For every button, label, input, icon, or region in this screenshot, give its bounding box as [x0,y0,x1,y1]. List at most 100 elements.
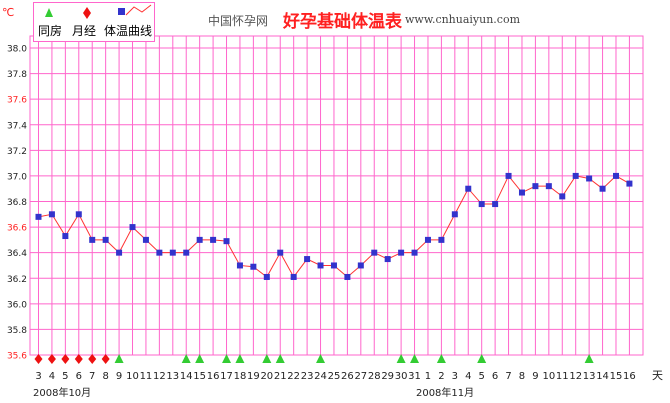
temperature-point [451,211,458,218]
temperature-point [518,189,525,196]
temperature-point [236,262,243,269]
legend-intercourse-icon [45,8,53,17]
x-tick-label: 4 [49,371,55,382]
x-tick-label: 27 [354,371,367,382]
intercourse-marker [410,354,420,363]
intercourse-marker [262,354,272,363]
intercourse-marker [235,354,245,363]
intercourse-marker [275,354,285,363]
temperature-point [599,185,606,192]
temperature-point [62,233,69,240]
legend-period-label: 月经 [72,24,97,38]
intercourse-marker [222,354,232,363]
intercourse-marker [181,354,191,363]
x-unit-label: 天 [652,369,663,382]
temperature-point [357,262,364,269]
intercourse-marker [114,354,124,363]
x-tick-label: 9 [116,371,122,382]
x-tick-label: 16 [623,371,636,382]
month-label-nov: 2008年11月 [416,386,474,399]
y-tick-label: 36.0 [7,300,27,310]
temperature-point [317,262,324,269]
x-tick-label: 31 [408,371,421,382]
temperature-point [169,249,176,256]
temperature-point [129,224,136,231]
temperature-point [250,263,257,270]
temperature-point [263,273,270,280]
legend-temp-label: 体温曲线 [104,24,153,38]
intercourse-marker [195,354,205,363]
temperature-point [612,172,619,179]
plot-frame [29,35,644,356]
temperature-point [559,193,566,200]
x-tick-label: 3 [452,371,458,382]
intercourse-marker [477,354,487,363]
x-tick-label: 7 [89,371,95,382]
temperature-point [75,211,82,218]
x-tick-label: 12 [153,371,166,382]
legend: 同房 月经 体温曲线 [33,2,155,42]
temperature-point [196,236,203,243]
x-tick-label: 12 [569,371,582,382]
period-marker [74,354,83,364]
x-tick-label: 25 [328,371,341,382]
x-tick-label: 14 [596,371,609,382]
temperature-point [398,249,405,256]
x-tick-label: 16 [207,371,220,382]
temperature-point [102,236,109,243]
temperature-point [384,256,391,263]
temperature-point [344,273,351,280]
x-tick-label: 4 [465,371,471,382]
temperature-point [330,262,337,269]
x-tick-label: 8 [519,371,525,382]
temperature-point [371,249,378,256]
day-markers [34,354,594,364]
grid-lines [29,35,644,356]
chart-title: 好孕基础体温表 [283,12,402,32]
x-tick-label: 29 [381,371,394,382]
temperature-point [156,249,163,256]
y-tick-label: 36.2 [7,275,27,285]
temperature-point [626,180,633,187]
x-tick-label: 22 [287,371,300,382]
temperature-point [304,256,311,263]
x-tick-label: 26 [341,371,354,382]
legend-temp-icon [118,8,125,15]
x-tick-label: 30 [395,371,408,382]
period-marker [61,354,70,364]
x-tick-label: 11 [140,371,153,382]
y-tick-label: 37.6 [7,96,27,106]
intercourse-marker [316,354,326,363]
x-tick-label: 14 [180,371,193,382]
period-marker [88,354,97,364]
site-name: 中国怀孕网 [208,14,269,28]
intercourse-marker [436,354,446,363]
temperature-point [438,236,445,243]
y-tick-label: 35.6 [7,352,27,362]
x-tick-label: 5 [479,371,485,382]
y-tick-label: 37.8 [7,70,27,80]
x-tick-label: 10 [542,371,555,382]
temperature-point [183,249,190,256]
period-marker [101,354,110,364]
axis-labels: 35.6 35.8 36.0 36.2 36.4 36.6 36.8 37.0 37.2 37.4… [2,6,663,399]
temperature-point [223,238,230,245]
x-tick-label: 20 [260,371,273,382]
legend-period-icon [83,7,91,19]
intercourse-marker [396,354,406,363]
temperature-point [48,211,55,218]
y-tick-label: 38.0 [7,45,27,55]
temperature-point [545,183,552,190]
intercourse-marker [584,354,594,363]
legend-temp-line-icon [125,4,152,16]
x-tick-label: 10 [126,371,139,382]
temperature-series [35,172,633,280]
temperature-point [142,236,149,243]
temperature-point [411,249,418,256]
x-tick-label: 7 [505,371,511,382]
x-tick-label: 21 [274,371,287,382]
legend-icons [45,4,152,19]
y-tick-label: 36.6 [7,224,27,234]
x-tick-label: 5 [62,371,68,382]
